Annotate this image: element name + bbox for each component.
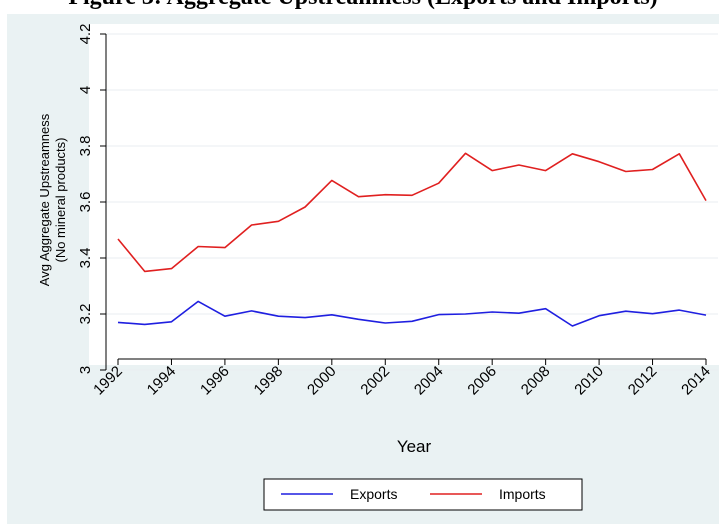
x-tick-label: 2000	[304, 363, 340, 399]
series-line-imports	[117, 152, 707, 273]
x-tick-label: 2014	[678, 363, 714, 399]
x-tick-label: 2006	[464, 363, 500, 399]
legend: Exports Imports	[263, 478, 583, 511]
series-line-exports	[117, 300, 707, 327]
x-tick-label: 2004	[411, 363, 447, 399]
series-lines	[117, 152, 707, 327]
figure-title-cut: Figure 3: Aggregate Upstreamness (Export…	[0, 0, 726, 11]
x-axis-title: Year	[397, 437, 432, 456]
x-tick-label: 1998	[251, 363, 287, 399]
y-tick-label: 3.2	[77, 304, 94, 325]
y-tick-label: 3	[77, 366, 94, 374]
y-ticks: 3 3.2 3.4 3.6 3.8 4 4.2	[77, 24, 106, 374]
y-tick-label: 4	[77, 86, 94, 94]
y-tick-label: 3.6	[77, 192, 94, 213]
x-tick-label: 2012	[625, 363, 661, 399]
x-tick-label: 2008	[518, 363, 554, 399]
legend-label-imports: Imports	[499, 486, 546, 502]
x-tick-label: 1996	[197, 363, 233, 399]
x-tick-label: 2002	[357, 363, 393, 399]
y-axis-title-line2: (No mineral products)	[53, 138, 68, 263]
grid-lines	[106, 33, 718, 371]
legend-label-exports: Exports	[350, 486, 397, 502]
y-tick-label: 3.4	[77, 248, 94, 269]
x-tick-label: 1992	[90, 363, 126, 399]
y-tick-label: 4.2	[77, 24, 94, 45]
x-tick-label: 2010	[571, 363, 607, 399]
y-axis-title-line1: Avg Aggregate Upstreamness	[37, 113, 52, 286]
y-tick-label: 3.8	[77, 136, 94, 157]
y-axis-title: Avg Aggregate Upstreamness (No mineral p…	[37, 113, 68, 286]
x-tick-label: 1994	[144, 363, 180, 399]
